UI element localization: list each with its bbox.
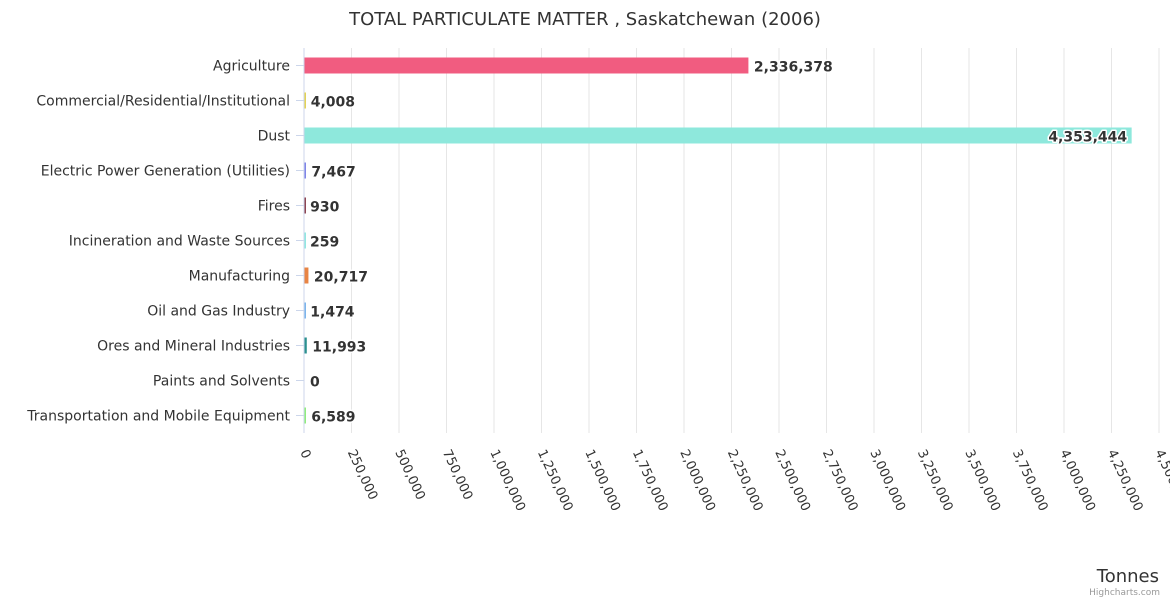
bar[interactable] (304, 92, 307, 109)
category-label: Commercial/Residential/Institutional (36, 94, 290, 110)
category-labels: Agriculture Commercial/Residential/Instit… (26, 59, 304, 425)
bars (304, 57, 1132, 424)
bar[interactable] (304, 162, 307, 179)
data-label: 7,467 (311, 165, 355, 181)
category-label: Fires (258, 199, 290, 215)
data-label: 930 (310, 200, 339, 216)
data-labels: 2,336,378 4,008 4,353,444 7,467 930 259 20,717… (309, 58, 1129, 427)
data-label: 259 (310, 235, 339, 251)
bar[interactable] (304, 267, 309, 284)
data-label: 1,474 (310, 305, 355, 321)
category-label: Dust (258, 129, 291, 145)
data-label: 0 (310, 375, 320, 391)
value-axis-title: Tonnes (1096, 566, 1159, 587)
category-label: Manufacturing (189, 269, 290, 285)
category-label: Oil and Gas Industry (147, 304, 290, 320)
category-label: Incineration and Waste Sources (69, 234, 290, 250)
bar[interactable] (304, 337, 307, 354)
bar[interactable] (304, 127, 1132, 144)
data-label: 4,353,444 (1048, 130, 1127, 146)
data-label: 20,717 (314, 270, 368, 286)
category-label: Agriculture (213, 59, 290, 75)
category-label: Electric Power Generation (Utilities) (41, 164, 290, 180)
bar[interactable] (304, 57, 749, 74)
chart-title: TOTAL PARTICULATE MATTER , Saskatchewan … (348, 9, 821, 30)
data-label: 6,589 (311, 410, 355, 426)
bar[interactable] (304, 232, 307, 249)
bar[interactable] (304, 302, 307, 319)
category-label: Ores and Mineral Industries (97, 339, 290, 355)
data-label: 4,008 (311, 95, 355, 111)
data-label: 11,993 (312, 340, 366, 356)
data-label: 2,336,378 (754, 60, 833, 76)
bar[interactable] (304, 407, 307, 424)
category-label: Paints and Solvents (153, 374, 290, 390)
gridlines (351, 48, 1160, 433)
category-label: Transportation and Mobile Equipment (26, 409, 290, 425)
credits-link[interactable]: Highcharts.com (1089, 588, 1160, 598)
bar[interactable] (304, 197, 307, 214)
